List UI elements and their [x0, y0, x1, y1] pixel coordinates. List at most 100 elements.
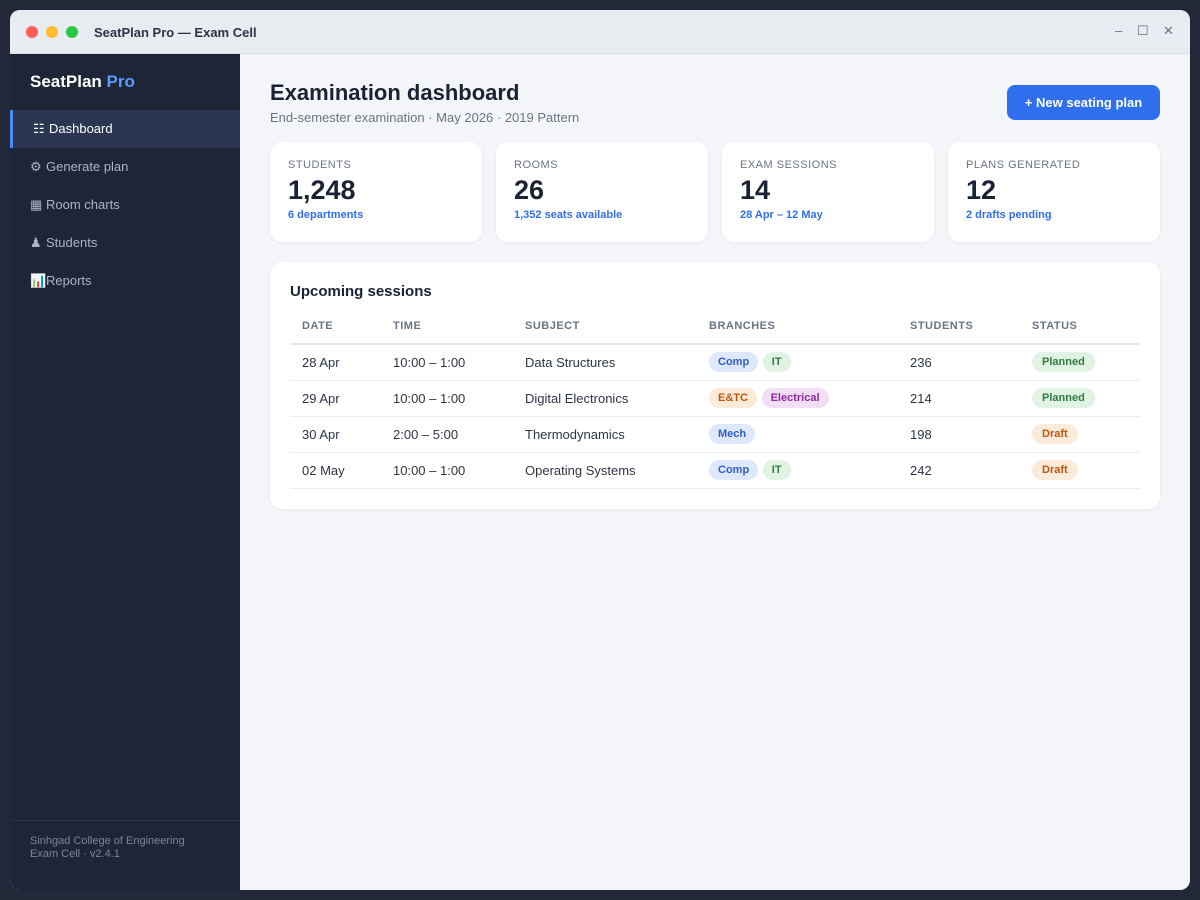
cell-date: 02 May: [290, 452, 381, 489]
column-header-subject[interactable]: SUBJECT: [513, 308, 697, 345]
sidebar-item-room-charts[interactable]: ▦ Room charts: [10, 186, 240, 224]
stat-label: PLANS GENERATED: [966, 159, 1081, 171]
stat-label: EXAM SESSIONS: [740, 159, 837, 171]
branch-tag: Mech: [709, 424, 756, 444]
zoom-traffic-light[interactable]: [66, 26, 78, 38]
close-icon[interactable]: ✕: [1163, 23, 1174, 38]
cell-time: 2:00 – 5:00: [381, 416, 513, 453]
sidebar-item-label: Room charts: [46, 197, 120, 212]
status-badge: Planned: [1032, 388, 1095, 408]
stat-note: 28 Apr – 12 May: [740, 209, 823, 221]
stat-card-students: STUDENTS 1,248 6 departments: [270, 142, 482, 242]
stat-label: STUDENTS: [288, 159, 352, 171]
brand-logo: SeatPlan Pro: [30, 72, 135, 92]
app-version: Exam Cell · v2.4.1: [30, 848, 120, 860]
column-header-date[interactable]: DATE: [290, 308, 381, 345]
person-icon: ♟: [30, 235, 42, 250]
status-badge: Draft: [1032, 460, 1078, 480]
minimize-icon[interactable]: –: [1115, 23, 1123, 38]
sidebar-item-generate-plan[interactable]: ⚙ Generate plan: [10, 148, 240, 186]
cell-branches: Mech: [697, 416, 898, 453]
page-subtitle: End-semester examination · May 2026 · 20…: [270, 110, 580, 125]
dashboard-icon: ☷: [33, 121, 45, 136]
table-header-row: DATE TIME SUBJECT BRANCHES STUDENTS STAT…: [290, 308, 1140, 345]
cell-date: 29 Apr: [290, 380, 381, 417]
cell-time: 10:00 – 1:00: [381, 344, 513, 381]
sidebar-item-label: Dashboard: [49, 121, 113, 136]
brand-accent: Pro: [106, 72, 135, 91]
sidebar-item-dashboard[interactable]: ☷ Dashboard: [10, 110, 240, 148]
cell-students: 198: [898, 416, 1020, 453]
cell-time: 10:00 – 1:00: [381, 452, 513, 489]
cell-subject: Operating Systems: [513, 452, 697, 489]
branch-tag: Comp: [709, 460, 759, 480]
maximize-icon[interactable]: ☐: [1137, 23, 1149, 38]
stat-value: 26: [514, 175, 545, 205]
stat-card-exam-sessions: EXAM SESSIONS 14 28 Apr – 12 May: [722, 142, 934, 242]
cell-students: 236: [898, 344, 1020, 381]
cell-students: 214: [898, 380, 1020, 417]
column-header-status[interactable]: STATUS: [1020, 308, 1140, 345]
stat-value: 1,248: [288, 175, 356, 205]
cell-status: Planned: [1020, 380, 1140, 417]
stat-value: 14: [740, 175, 771, 205]
column-header-time[interactable]: TIME: [381, 308, 513, 345]
sidebar-item-label: Reports: [46, 273, 92, 288]
page-title: Examination dashboard: [270, 80, 520, 105]
cell-status: Draft: [1020, 452, 1140, 489]
branch-tag: IT: [762, 352, 791, 373]
close-traffic-light[interactable]: [26, 26, 38, 38]
cell-status: Planned: [1020, 344, 1140, 381]
sidebar-item-reports[interactable]: 📊Reports: [10, 262, 240, 300]
cell-date: 30 Apr: [290, 416, 381, 453]
minimize-traffic-light[interactable]: [46, 26, 58, 38]
stat-value: 12: [966, 175, 997, 205]
stat-note: 1,352 seats available: [514, 209, 623, 221]
stat-label: ROOMS: [514, 159, 559, 171]
window-title: SeatPlan Pro — Exam Cell: [94, 25, 257, 40]
stat-card-rooms: ROOMS 26 1,352 seats available: [496, 142, 708, 242]
cell-subject: Digital Electronics: [513, 380, 697, 417]
branch-tag: Comp: [709, 352, 759, 373]
sidebar-item-label: Students: [46, 235, 98, 250]
cell-branches: Comp IT: [697, 344, 898, 381]
grid-icon: ▦: [30, 197, 43, 212]
cell-time: 10:00 – 1:00: [381, 380, 513, 417]
table-row[interactable]: 02 May 10:00 – 1:00 Operating Systems Co…: [290, 452, 1140, 489]
sidebar-item-label: Generate plan: [46, 159, 129, 174]
cell-subject: Data Structures: [513, 344, 697, 381]
column-header-branches[interactable]: BRANCHES: [697, 308, 898, 345]
panel-title: Upcoming sessions: [290, 283, 432, 300]
column-header-students[interactable]: STUDENTS: [898, 308, 1020, 345]
cell-subject: Thermodynamics: [513, 416, 697, 453]
stat-note: 6 departments: [288, 209, 364, 221]
table-row[interactable]: 30 Apr 2:00 – 5:00 Thermodynamics Mech 1…: [290, 416, 1140, 453]
bar-chart-icon: 📊: [30, 273, 47, 288]
cell-students: 242: [898, 452, 1020, 489]
main-content: Examination dashboard End-semester exami…: [240, 54, 1190, 890]
sidebar-footer: Sinhgad College of Engineering Exam Cell…: [10, 820, 240, 890]
college-name: Sinhgad College of Engineering: [30, 835, 185, 847]
cell-branches: E&TC Electrical: [697, 380, 898, 417]
cell-status: Draft: [1020, 416, 1140, 453]
new-seating-plan-button[interactable]: + New seating plan: [1007, 85, 1160, 120]
table-row[interactable]: 29 Apr 10:00 – 1:00 Digital Electronics …: [290, 380, 1140, 417]
sessions-table: DATE TIME SUBJECT BRANCHES STUDENTS STAT…: [290, 308, 1140, 489]
branch-tag: Electrical: [761, 388, 829, 408]
branch-tag: IT: [762, 460, 791, 480]
gear-icon: ⚙: [30, 159, 42, 174]
upcoming-sessions-panel: Upcoming sessions DATE TIME SUBJECT BRAN…: [270, 262, 1160, 509]
status-badge: Draft: [1032, 424, 1078, 444]
title-bar: SeatPlan Pro — Exam Cell – ☐ ✕: [10, 10, 1190, 54]
stat-card-plans-generated: PLANS GENERATED 12 2 drafts pending: [948, 142, 1160, 242]
sidebar-item-students[interactable]: ♟ Students: [10, 224, 240, 262]
table-row[interactable]: 28 Apr 10:00 – 1:00 Data Structures Comp…: [290, 344, 1140, 381]
status-badge: Planned: [1032, 352, 1095, 373]
cell-branches: Comp IT: [697, 452, 898, 489]
branch-tag: E&TC: [709, 388, 757, 408]
brand-name: SeatPlan: [30, 72, 102, 91]
sidebar: SeatPlan Pro ☷ Dashboard ⚙ Generate plan ▦…: [10, 54, 240, 890]
cell-date: 28 Apr: [290, 344, 381, 381]
app-window: SeatPlan Pro — Exam Cell – ☐ ✕ SeatPlan …: [10, 10, 1190, 890]
stat-note: 2 drafts pending: [966, 209, 1052, 221]
